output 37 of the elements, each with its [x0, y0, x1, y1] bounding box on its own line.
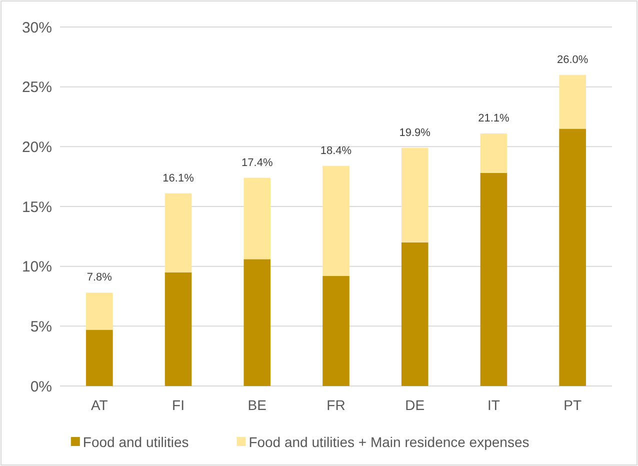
y-tick-label: 0%: [30, 378, 52, 396]
total-label: 26.0%: [556, 54, 588, 66]
x-tick-label: PT: [564, 397, 582, 413]
y-tick-label: 30%: [22, 19, 52, 36]
total-label: 19.9%: [399, 126, 431, 139]
x-tick-label: IT: [487, 397, 500, 413]
x-tick-label: AT: [91, 397, 108, 413]
x-tick-label: DE: [405, 397, 425, 413]
y-tick-label: 20%: [22, 138, 52, 156]
bar: [164, 272, 192, 386]
bar: [559, 128, 586, 386]
bar: [322, 276, 350, 386]
total-label: 7.8%: [86, 272, 112, 284]
y-tick-label: 25%: [22, 79, 52, 96]
bar: [401, 242, 428, 386]
x-tick-label: BE: [248, 397, 266, 413]
y-tick-label: 10%: [22, 258, 52, 276]
x-tick-label: FR: [326, 397, 346, 413]
total-label: 21.1%: [478, 112, 510, 125]
total-label: 16.1%: [162, 172, 194, 184]
bar: [244, 259, 271, 386]
bar: [480, 134, 508, 173]
bar: [86, 330, 113, 386]
legend-label: Food and utilities: [82, 434, 189, 450]
bar: [559, 74, 586, 129]
bar: [244, 178, 271, 260]
x-tick-label: FI: [172, 397, 185, 413]
bar: [86, 292, 113, 330]
y-tick-label: 15%: [22, 198, 52, 216]
bar: [401, 148, 428, 242]
y-tick-label: 5%: [30, 318, 52, 336]
bar: [480, 172, 508, 386]
bar: [322, 166, 350, 276]
legend-label: Food and utilities + Main residence expenses: [248, 434, 530, 450]
bar: [164, 193, 192, 272]
total-label: 17.4%: [242, 156, 273, 169]
total-label: 18.4%: [320, 144, 352, 157]
